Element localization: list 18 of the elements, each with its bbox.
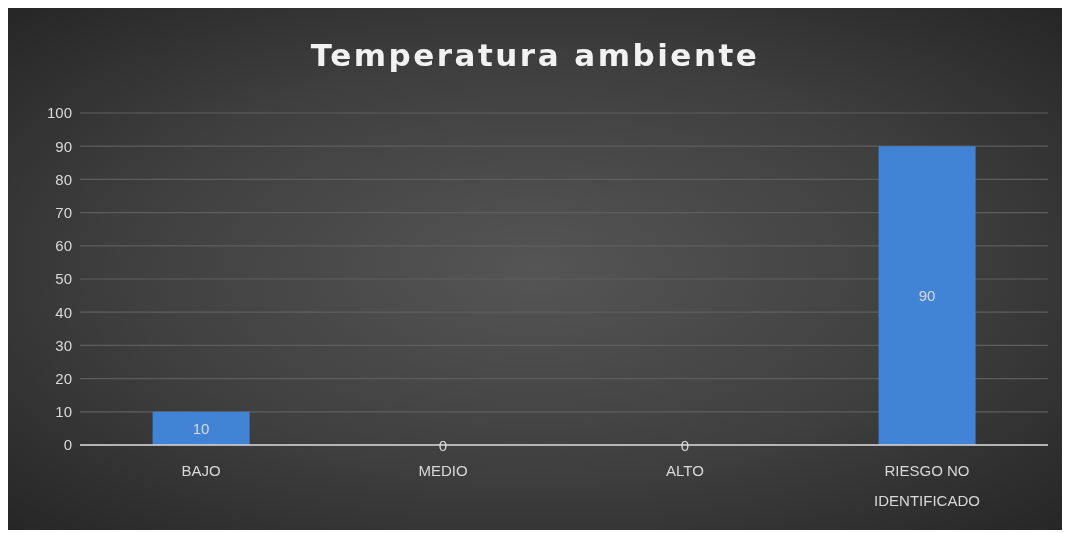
- data-label: 90: [918, 287, 936, 305]
- y-tick-label: 80: [55, 170, 72, 188]
- y-tick-label: 30: [55, 336, 72, 354]
- y-tick-label: 50: [55, 270, 72, 288]
- x-tick-label: BAJO: [181, 461, 221, 479]
- y-tick-label: 0: [63, 436, 72, 454]
- x-tick-label: MEDIO: [418, 461, 468, 479]
- y-tick-label: 60: [55, 237, 72, 255]
- x-tick-label: ALTO: [666, 461, 704, 479]
- y-tick-label: 70: [55, 203, 72, 221]
- y-tick-label: 10: [55, 403, 72, 421]
- y-tick-label: 90: [55, 137, 72, 155]
- y-tick-label: 40: [55, 303, 72, 321]
- y-tick-label: 20: [55, 369, 72, 387]
- chart-title: Temperatura ambiente: [309, 37, 761, 73]
- data-label: 10: [192, 419, 210, 437]
- x-tick-label: RIESGO NO IDENTIFICADO: [874, 461, 980, 509]
- y-tick-label: 100: [46, 104, 72, 122]
